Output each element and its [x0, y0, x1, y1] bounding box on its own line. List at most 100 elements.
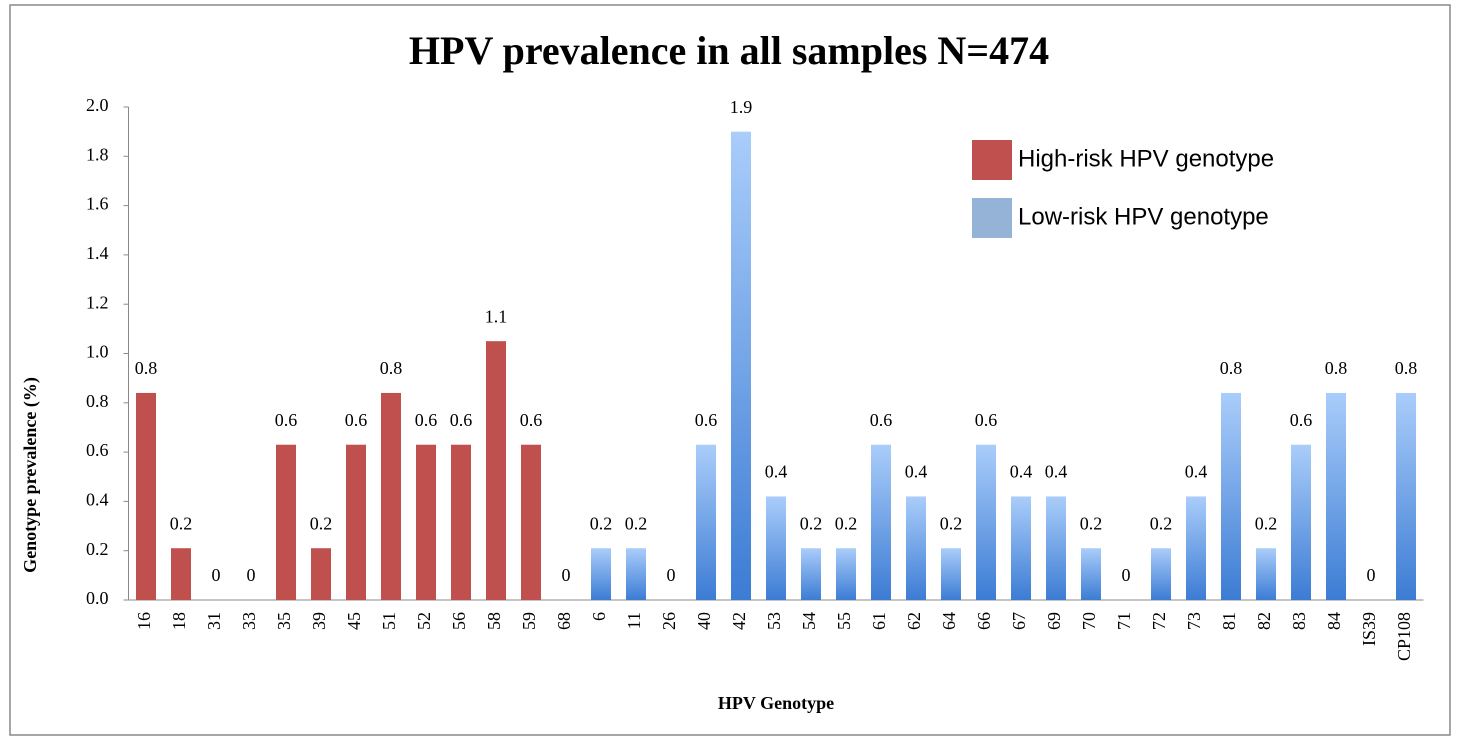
data-label: 0.4 [765, 462, 788, 482]
data-label: 0.2 [625, 513, 648, 533]
x-tick-label: 42 [729, 612, 749, 630]
bar [311, 548, 331, 600]
chart-title: HPV prevalence in all samples N=474 [409, 28, 1049, 73]
data-label: 0.6 [1290, 410, 1313, 430]
data-label: 0.2 [310, 513, 333, 533]
data-label: 0.2 [940, 513, 963, 533]
data-label: 0.6 [695, 410, 718, 430]
x-tick-label: 58 [484, 612, 504, 630]
x-tick-label: 33 [239, 612, 259, 630]
bar [171, 548, 191, 600]
y-tick-label: 0.4 [86, 490, 109, 510]
bar [381, 392, 401, 600]
y-tick-label: 0.8 [86, 391, 109, 411]
bar [1186, 496, 1206, 600]
y-axis-title: Genotype prevalence (%) [20, 377, 41, 573]
x-tick-label: 26 [659, 612, 679, 630]
x-tick-label: 66 [974, 612, 994, 630]
data-label: 0.8 [380, 358, 403, 378]
x-tick-label: 53 [764, 612, 784, 630]
data-label: 0.6 [275, 410, 298, 430]
data-label: 0.4 [905, 462, 928, 482]
y-tick-label: 1.6 [86, 194, 109, 214]
y-tick-label: 0.0 [86, 588, 109, 608]
x-tick-label: 51 [379, 612, 399, 630]
x-tick-label: 84 [1324, 612, 1344, 630]
data-label: 0.8 [135, 358, 158, 378]
x-tick-label: 82 [1254, 612, 1274, 630]
bar [766, 496, 786, 600]
bar [731, 131, 751, 600]
x-tick-label: 45 [344, 612, 364, 630]
data-label: 0.2 [1150, 513, 1173, 533]
data-label: 0.6 [345, 410, 368, 430]
x-tick-label: 35 [274, 612, 294, 630]
bar [1046, 496, 1066, 600]
bar [521, 444, 541, 600]
x-tick-label: 11 [624, 612, 644, 629]
bar [626, 548, 646, 600]
y-tick-label: 1.8 [86, 144, 109, 164]
data-label: 0.2 [1255, 513, 1278, 533]
data-label: 0.2 [1080, 513, 1103, 533]
bar [1081, 548, 1101, 600]
x-tick-label: 18 [169, 612, 189, 630]
x-tick-label: 67 [1009, 612, 1029, 630]
bar [696, 444, 716, 600]
data-label: 0 [1122, 565, 1131, 585]
bar [1326, 392, 1346, 600]
bar [976, 444, 996, 600]
x-tick-label: 72 [1149, 612, 1169, 630]
bar [486, 341, 506, 600]
data-label: 0.4 [1010, 462, 1033, 482]
legend-swatch [972, 198, 1012, 238]
bar [1256, 548, 1276, 600]
y-tick-label: 2.0 [86, 95, 109, 115]
x-tick-label: 68 [554, 612, 574, 630]
data-label: 0.6 [415, 410, 438, 430]
bar [906, 496, 926, 600]
bar [836, 548, 856, 600]
legend-label: High-risk HPV genotype [1018, 145, 1274, 172]
bar [276, 444, 296, 600]
x-tick-label: IS39 [1359, 612, 1379, 646]
bar [1011, 496, 1031, 600]
data-label: 0.2 [835, 513, 858, 533]
x-tick-label: 6 [589, 612, 609, 621]
bar [941, 548, 961, 600]
x-tick-label: 71 [1114, 612, 1134, 630]
data-label: 0.6 [870, 410, 893, 430]
x-tick-label: 62 [904, 612, 924, 630]
x-tick-label: 55 [834, 612, 854, 630]
data-label: 1.9 [730, 97, 753, 117]
bar [801, 548, 821, 600]
bar [451, 444, 471, 600]
data-label: 0.2 [800, 513, 823, 533]
data-label: 0.8 [1220, 358, 1243, 378]
x-tick-label: 59 [519, 612, 539, 630]
x-tick-label: 73 [1184, 612, 1204, 630]
x-tick-label: 54 [799, 612, 819, 630]
bar [1396, 392, 1416, 600]
x-tick-label: 40 [694, 612, 714, 630]
data-label: 0 [212, 565, 221, 585]
legend-swatch [972, 140, 1012, 180]
y-tick-label: 1.4 [86, 243, 109, 263]
data-label: 0.6 [520, 410, 543, 430]
y-tick-label: 1.2 [86, 292, 109, 312]
x-tick-label: 70 [1079, 612, 1099, 630]
bar [136, 392, 156, 600]
x-tick-label: 31 [204, 612, 224, 630]
legend-label: Low-risk HPV genotype [1018, 203, 1269, 230]
data-label: 0.6 [975, 410, 998, 430]
y-tick-label: 1.0 [86, 342, 109, 362]
data-label: 0.6 [450, 410, 473, 430]
chart-border [9, 4, 1451, 736]
bar [871, 444, 891, 600]
data-label: 0 [247, 565, 256, 585]
data-label: 1.1 [485, 306, 508, 326]
bar [1151, 548, 1171, 600]
x-tick-label: CP108 [1394, 612, 1414, 661]
x-tick-label: 64 [939, 612, 959, 630]
